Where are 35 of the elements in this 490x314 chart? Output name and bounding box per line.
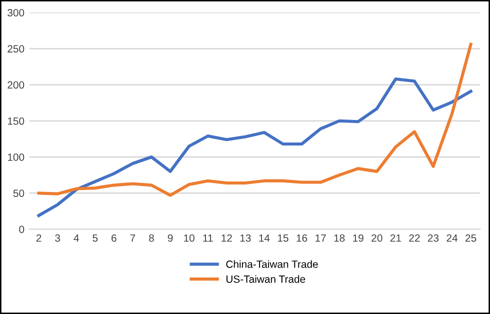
- x-tick-label: 8: [149, 234, 154, 242]
- x-tick-label: 18: [334, 234, 345, 242]
- line-series: [37, 77, 472, 218]
- x-tick-label: 23: [428, 234, 439, 242]
- y-tick-label: 250: [8, 45, 24, 53]
- x-tick-label: 3: [55, 234, 60, 242]
- x-tick-label: 4: [74, 234, 79, 242]
- x-tick-label: 20: [372, 234, 382, 242]
- x-tick-label: 16: [296, 234, 308, 242]
- x-tick-label: 22: [409, 234, 420, 242]
- y-tick-label: 100: [8, 154, 24, 161]
- legend-label: China-Taiwan Trade: [226, 260, 318, 268]
- y-tick-label: 300: [8, 9, 24, 16]
- x-tick-label: 12: [222, 234, 232, 242]
- x-tick-label: 17: [316, 234, 326, 242]
- x-tick-label: 15: [278, 234, 288, 242]
- y-tick-label: 0: [19, 226, 24, 234]
- y-tick-label: 200: [8, 81, 24, 89]
- x-tick-label: 5: [92, 234, 98, 242]
- legend-label: US-Taiwan Trade: [226, 275, 306, 283]
- x-tick-label: 19: [353, 234, 364, 242]
- x-tick-label: 10: [184, 234, 194, 242]
- x-tick-label: 6: [112, 234, 116, 242]
- x-tick-label: 25: [466, 234, 476, 242]
- x-tick-label: 11: [203, 234, 213, 242]
- x-tick-label: 24: [446, 234, 458, 242]
- x-tick-label: 21: [390, 234, 401, 242]
- x-tick-label: 2: [36, 234, 42, 242]
- y-tick-label: 150: [8, 117, 24, 125]
- x-tick-label: 9: [168, 234, 173, 242]
- y-tick-label: 50: [13, 190, 24, 197]
- x-tick-label: 13: [240, 234, 251, 242]
- x-tick-label: 14: [259, 234, 270, 242]
- line-series: [37, 42, 472, 197]
- x-tick-label: 7: [130, 234, 136, 242]
